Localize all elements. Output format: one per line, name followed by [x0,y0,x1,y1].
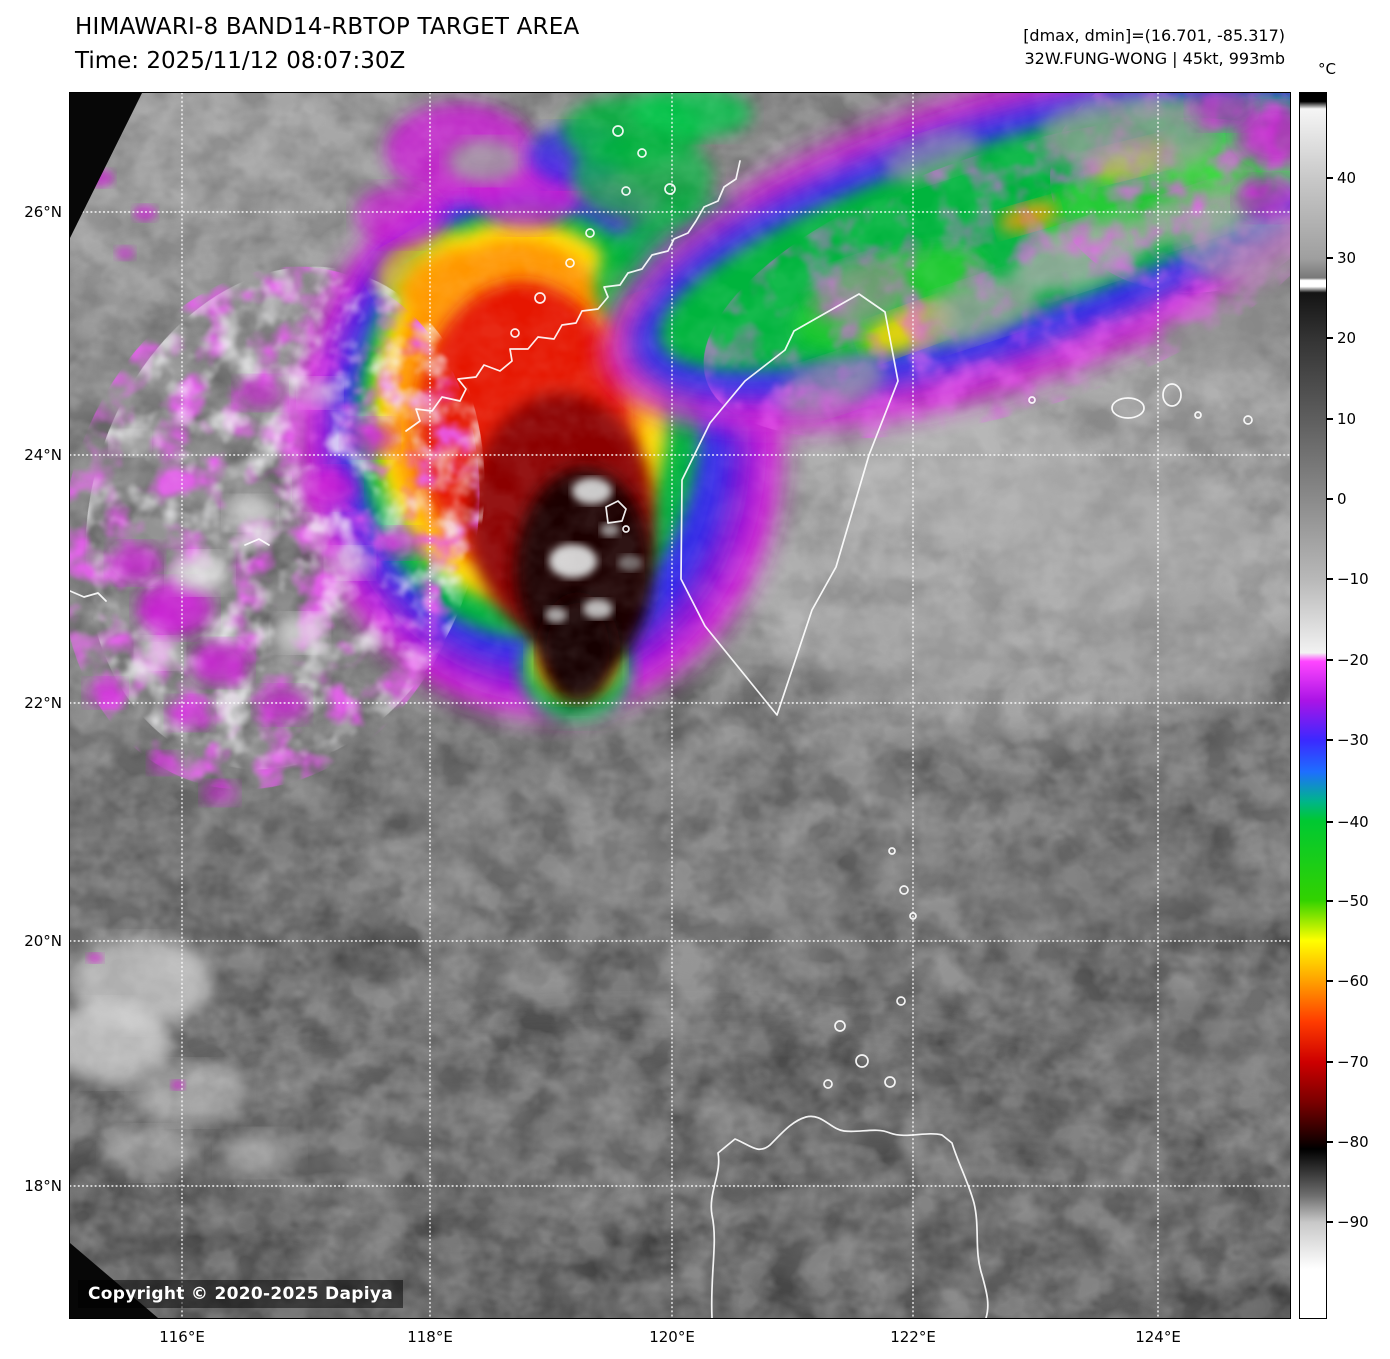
tick-mark [1327,900,1333,902]
coastlines [70,125,1253,1318]
tick-mark [1327,257,1333,259]
china-coastline [405,160,741,432]
colorbar-tick: −20 [1327,651,1369,669]
annotations: [dmax, dmin]=(16.701, -85.317) 32W.FUNG-… [1023,24,1285,70]
tick-mark [1327,177,1333,179]
colorbar [1300,93,1326,1318]
product-time: Time: 2025/11/12 08:07:30Z [75,48,406,74]
map-area: Copyright © 2020-2025 Dapiya [70,93,1290,1318]
satellite-image [70,93,1290,1318]
colorbar-tick: −70 [1327,1053,1369,1071]
tick-mark [1327,1061,1333,1063]
colorbar-unit-label: °C [1318,60,1336,78]
tick-mark [1327,659,1333,661]
storm-info: 32W.FUNG-WONG | 45kt, 993mb [1024,49,1285,68]
colorbar-tick: −30 [1327,731,1369,749]
lat-label-22n: 22°N [24,694,62,712]
colorbar-tick: 30 [1327,249,1356,267]
colorbar-tick: 20 [1327,329,1356,347]
lat-label-20n: 20°N [24,932,62,950]
tick-mark [1327,1221,1333,1223]
header: HIMAWARI-8 BAND14-RBTOP TARGET AREA Time… [75,14,579,74]
guangdong-coast-fragment [70,538,270,602]
lat-label-18n: 18°N [24,1177,62,1195]
babuyan-islands [823,996,906,1089]
tick-mark [1327,337,1333,339]
lon-label-116e: 116°E [159,1328,205,1346]
china-offshore-islands [510,125,676,338]
tick-mark [1327,418,1333,420]
batanes-islands [888,847,917,920]
taiwan-coastline [680,293,899,716]
penghu-islands [605,500,630,533]
lon-label-124e: 124°E [1135,1328,1181,1346]
copyright-label: Copyright © 2020-2025 Dapiya [78,1280,403,1308]
colorbar-tick: −40 [1327,813,1369,831]
lat-label-26n: 26°N [24,203,62,221]
luzon-coastline [710,1115,989,1318]
product-title: HIMAWARI-8 BAND14-RBTOP TARGET AREA [75,14,580,40]
tick-mark [1327,498,1333,500]
colorbar-tick: 0 [1327,490,1347,508]
colorbar-tick: −80 [1327,1133,1369,1151]
colorbar-tick: −90 [1327,1213,1369,1231]
ryukyu-islands [1028,383,1253,425]
latlon-grid [70,93,1290,1318]
tick-mark [1327,821,1333,823]
lat-label-24n: 24°N [24,446,62,464]
colorbar-tick: −60 [1327,972,1369,990]
tick-mark [1327,980,1333,982]
lon-label-122e: 122°E [890,1328,936,1346]
lon-label-120e: 120°E [649,1328,695,1346]
colorbar-tick: −50 [1327,892,1369,910]
lon-label-118e: 118°E [407,1328,453,1346]
tick-mark [1327,1141,1333,1143]
colorbar-tick: 10 [1327,410,1356,428]
colorbar-tick: 40 [1327,169,1356,187]
cirrus-texture [70,93,1290,1318]
range-info: [dmax, dmin]=(16.701, -85.317) [1023,26,1285,45]
tick-mark [1327,578,1333,580]
colorbar-tick: −10 [1327,570,1369,588]
tick-mark [1327,739,1333,741]
